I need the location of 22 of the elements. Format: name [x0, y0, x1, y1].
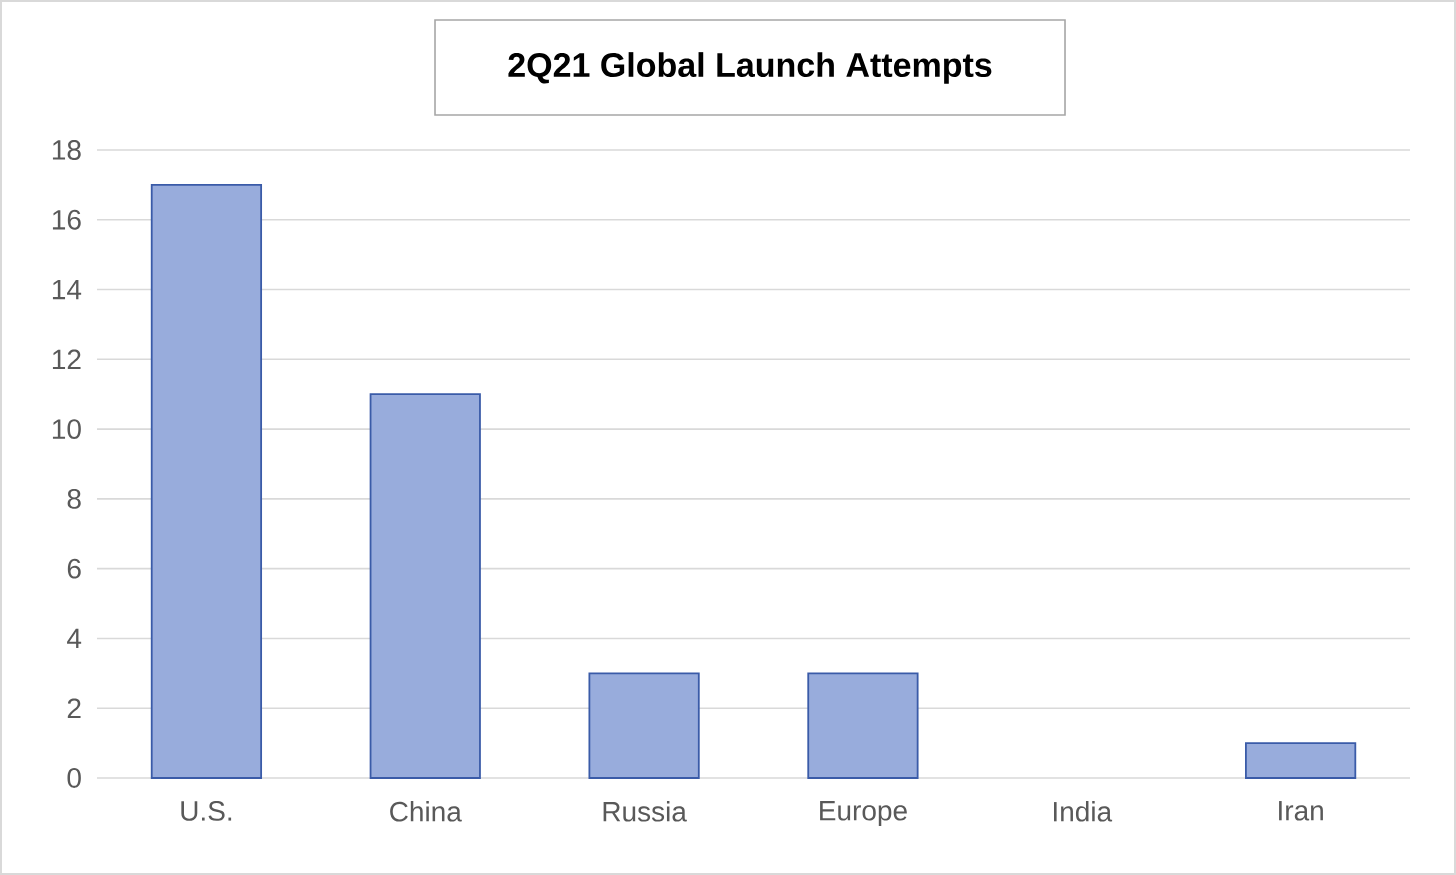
y-tick-label: 8 — [67, 488, 81, 509]
y-tick-label: 14 — [52, 279, 82, 300]
y-tick-label: 2 — [67, 698, 81, 718]
bar — [807, 672, 919, 779]
y-tick-label: 16 — [52, 209, 81, 230]
x-tick-label: Iran — [1279, 801, 1323, 821]
x-tick-label: Europe — [820, 801, 907, 827]
bar — [369, 393, 481, 779]
bar — [150, 183, 263, 779]
chart-title: 2Q21 Global Launch Attempts — [508, 52, 992, 84]
bar — [588, 672, 700, 779]
y-tick-label: 0 — [67, 768, 81, 788]
bar — [1245, 742, 1357, 779]
y-tick-label: 12 — [52, 349, 81, 370]
x-tick-label: India — [1054, 801, 1113, 822]
x-tick-label: China — [390, 801, 462, 822]
x-tick-label: Russia — [603, 801, 687, 822]
y-tick-label: 18 — [52, 140, 81, 160]
y-tick-label: 10 — [52, 419, 81, 440]
y-tick-label: 6 — [67, 558, 81, 579]
y-tick-label: 4 — [67, 628, 82, 649]
x-tick-label: U.S. — [181, 801, 232, 821]
